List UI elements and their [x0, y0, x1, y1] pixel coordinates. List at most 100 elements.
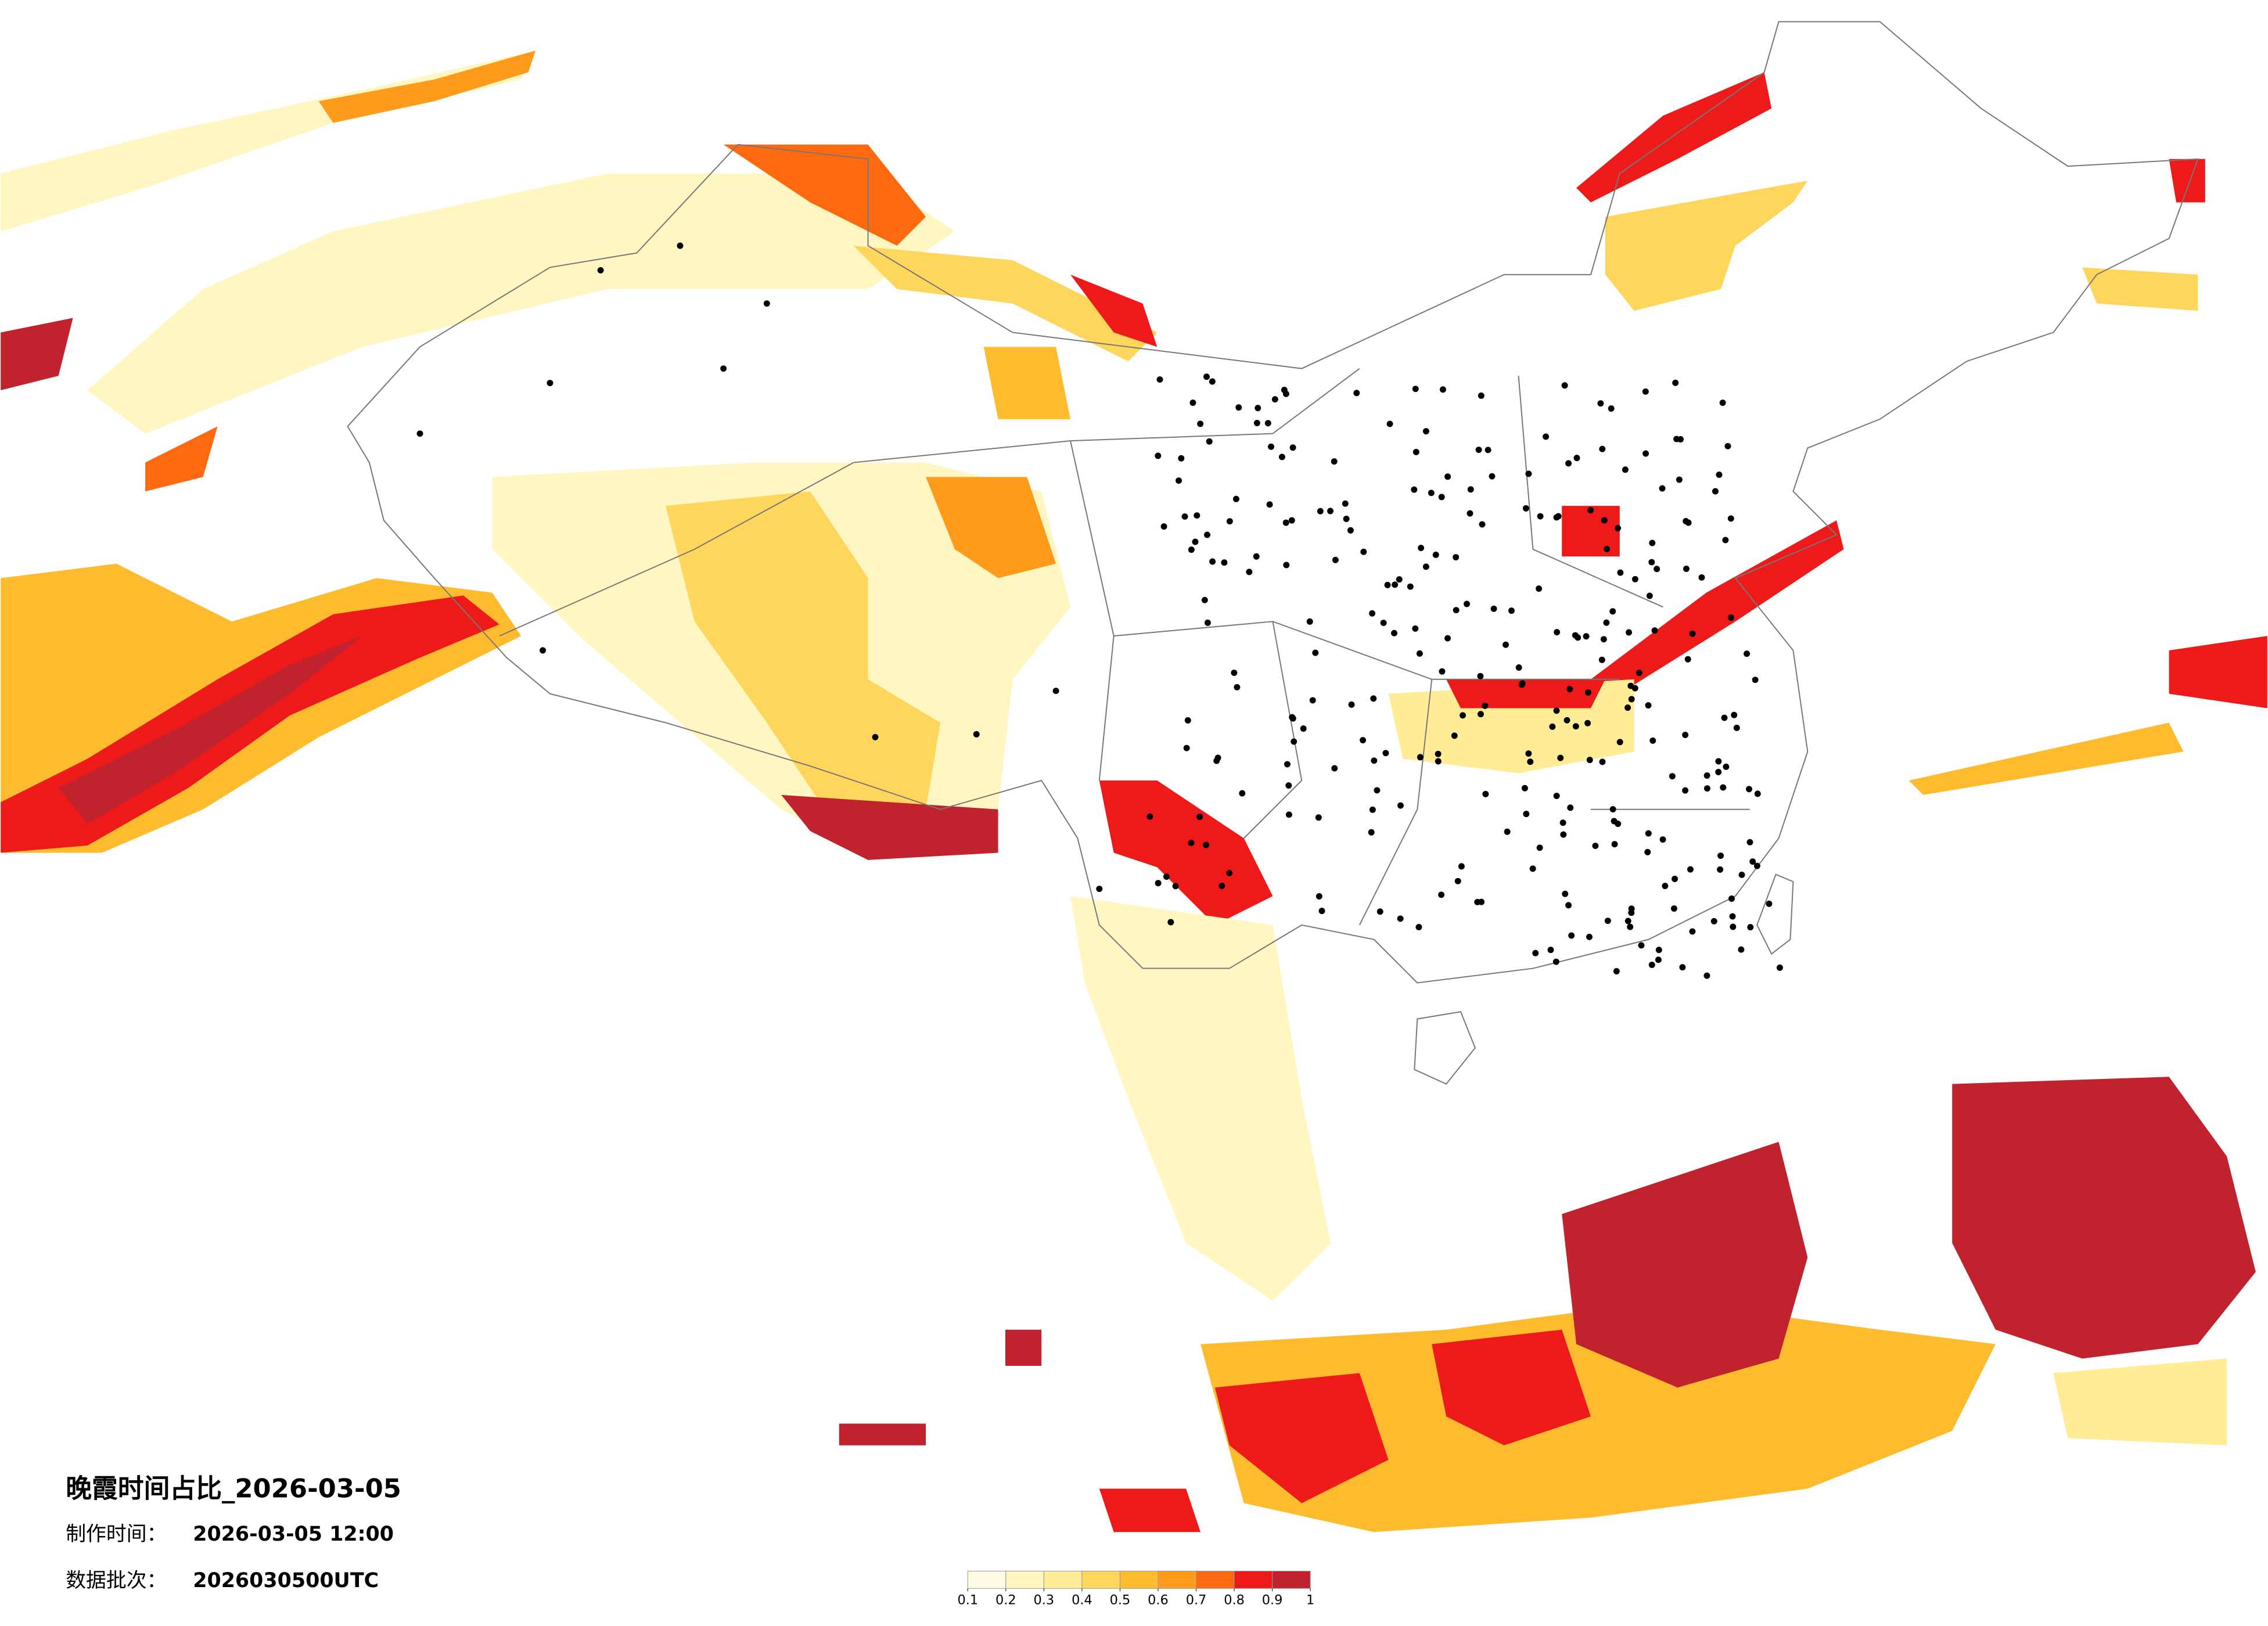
city-dot: [1568, 932, 1575, 939]
city-dot: [1754, 790, 1761, 797]
city-dot: [1560, 831, 1567, 838]
city-dot: [1288, 517, 1295, 524]
city-dot: [1617, 569, 1624, 576]
city-dot: [1360, 548, 1367, 555]
city-dot: [1521, 785, 1528, 792]
city-dot: [1670, 905, 1677, 912]
city-dot: [1412, 448, 1419, 455]
city-dot: [1196, 814, 1203, 821]
city-dot: [1278, 454, 1285, 461]
city-dot: [1206, 438, 1213, 445]
city-dot: [1348, 701, 1355, 708]
city-dot: [1052, 688, 1059, 695]
city-dot: [1572, 632, 1579, 639]
city-dot: [1268, 443, 1274, 450]
city-dot: [1201, 596, 1208, 603]
heat-area: [839, 1423, 926, 1445]
city-dot: [1727, 614, 1734, 621]
heat-area: [723, 144, 926, 246]
city-dot: [1536, 585, 1543, 592]
city-dot: [1729, 913, 1736, 920]
city-dot: [1422, 563, 1429, 570]
heat-area: [2169, 159, 2205, 203]
city-dot: [1722, 537, 1729, 544]
city-dot: [1537, 513, 1544, 520]
city-dot: [1183, 744, 1190, 751]
city-dot: [1479, 521, 1486, 528]
heat-area: [2082, 267, 2198, 311]
city-dot: [1527, 758, 1534, 765]
city-dot: [1235, 404, 1242, 411]
city-dot: [1194, 512, 1201, 519]
city-dot: [1676, 476, 1683, 483]
province-border: [1243, 621, 1303, 839]
city-dot: [1703, 772, 1710, 779]
colorbar-label: 0.9: [1262, 1593, 1283, 1608]
city-dot: [1749, 858, 1756, 865]
heat-area: [1070, 274, 1158, 347]
city-dot: [1609, 806, 1616, 813]
city-dot: [1712, 488, 1719, 495]
heat-area: [87, 173, 955, 434]
city-dot: [1490, 605, 1497, 612]
heat-area: [666, 491, 940, 810]
city-dot: [1642, 388, 1649, 395]
city-dot: [1508, 607, 1515, 614]
city-dot: [1672, 379, 1679, 386]
city-dot: [1347, 527, 1354, 534]
city-dot: [1547, 947, 1554, 954]
city-dot: [1412, 386, 1419, 393]
city-dot: [1717, 866, 1724, 873]
city-dot: [1723, 763, 1730, 770]
colorbar-label: 0.1: [957, 1593, 978, 1608]
city-dot: [1776, 964, 1783, 971]
city-dot: [1255, 405, 1261, 412]
city-dot: [1374, 787, 1381, 794]
city-dot: [1651, 627, 1658, 634]
city-dot: [1543, 433, 1550, 440]
city-dot: [1146, 813, 1153, 820]
city-dot: [1204, 619, 1211, 626]
city-dot: [1587, 507, 1594, 514]
city-dot: [1727, 515, 1734, 522]
province-border: [853, 368, 1360, 463]
city-dot: [1407, 583, 1414, 590]
heat-area: [1099, 780, 1273, 925]
city-dot: [1382, 750, 1389, 757]
city-dot: [1553, 707, 1560, 714]
city-dot: [973, 731, 980, 738]
city-dot: [1746, 839, 1753, 846]
city-dot: [1733, 724, 1740, 731]
city-dot: [1611, 841, 1618, 848]
city-dot: [1415, 923, 1422, 930]
city-dot: [1626, 629, 1633, 636]
heat-area: [781, 794, 998, 860]
city-dot: [1636, 670, 1642, 677]
city-dot: [1464, 600, 1471, 607]
city-dot: [1565, 460, 1572, 467]
island-outline: [1414, 1011, 1476, 1085]
city-dot: [1432, 551, 1439, 558]
city-dot: [597, 267, 604, 274]
heat-area: [853, 246, 1158, 362]
city-dot: [1396, 576, 1403, 583]
city-dot: [1689, 630, 1696, 637]
city-dot: [1628, 909, 1635, 916]
city-dot: [1315, 814, 1322, 821]
colorbar-swatch: [967, 1570, 1007, 1589]
city-dot: [1444, 635, 1451, 642]
city-dot: [1604, 918, 1611, 924]
city-dot: [1209, 378, 1216, 385]
city-dot: [1176, 477, 1182, 484]
city-dot: [1572, 723, 1579, 730]
city-dot: [1178, 455, 1185, 462]
city-dot: [1724, 443, 1731, 449]
city-dot: [1598, 656, 1605, 663]
city-dot: [1197, 420, 1204, 427]
city-dot: [1563, 717, 1570, 724]
heat-area: [1562, 1142, 1808, 1388]
city-dot: [1529, 865, 1536, 872]
city-dot: [1746, 786, 1753, 793]
heat-area: [1099, 1488, 1201, 1533]
colorbar-label: 0.7: [1186, 1593, 1207, 1608]
